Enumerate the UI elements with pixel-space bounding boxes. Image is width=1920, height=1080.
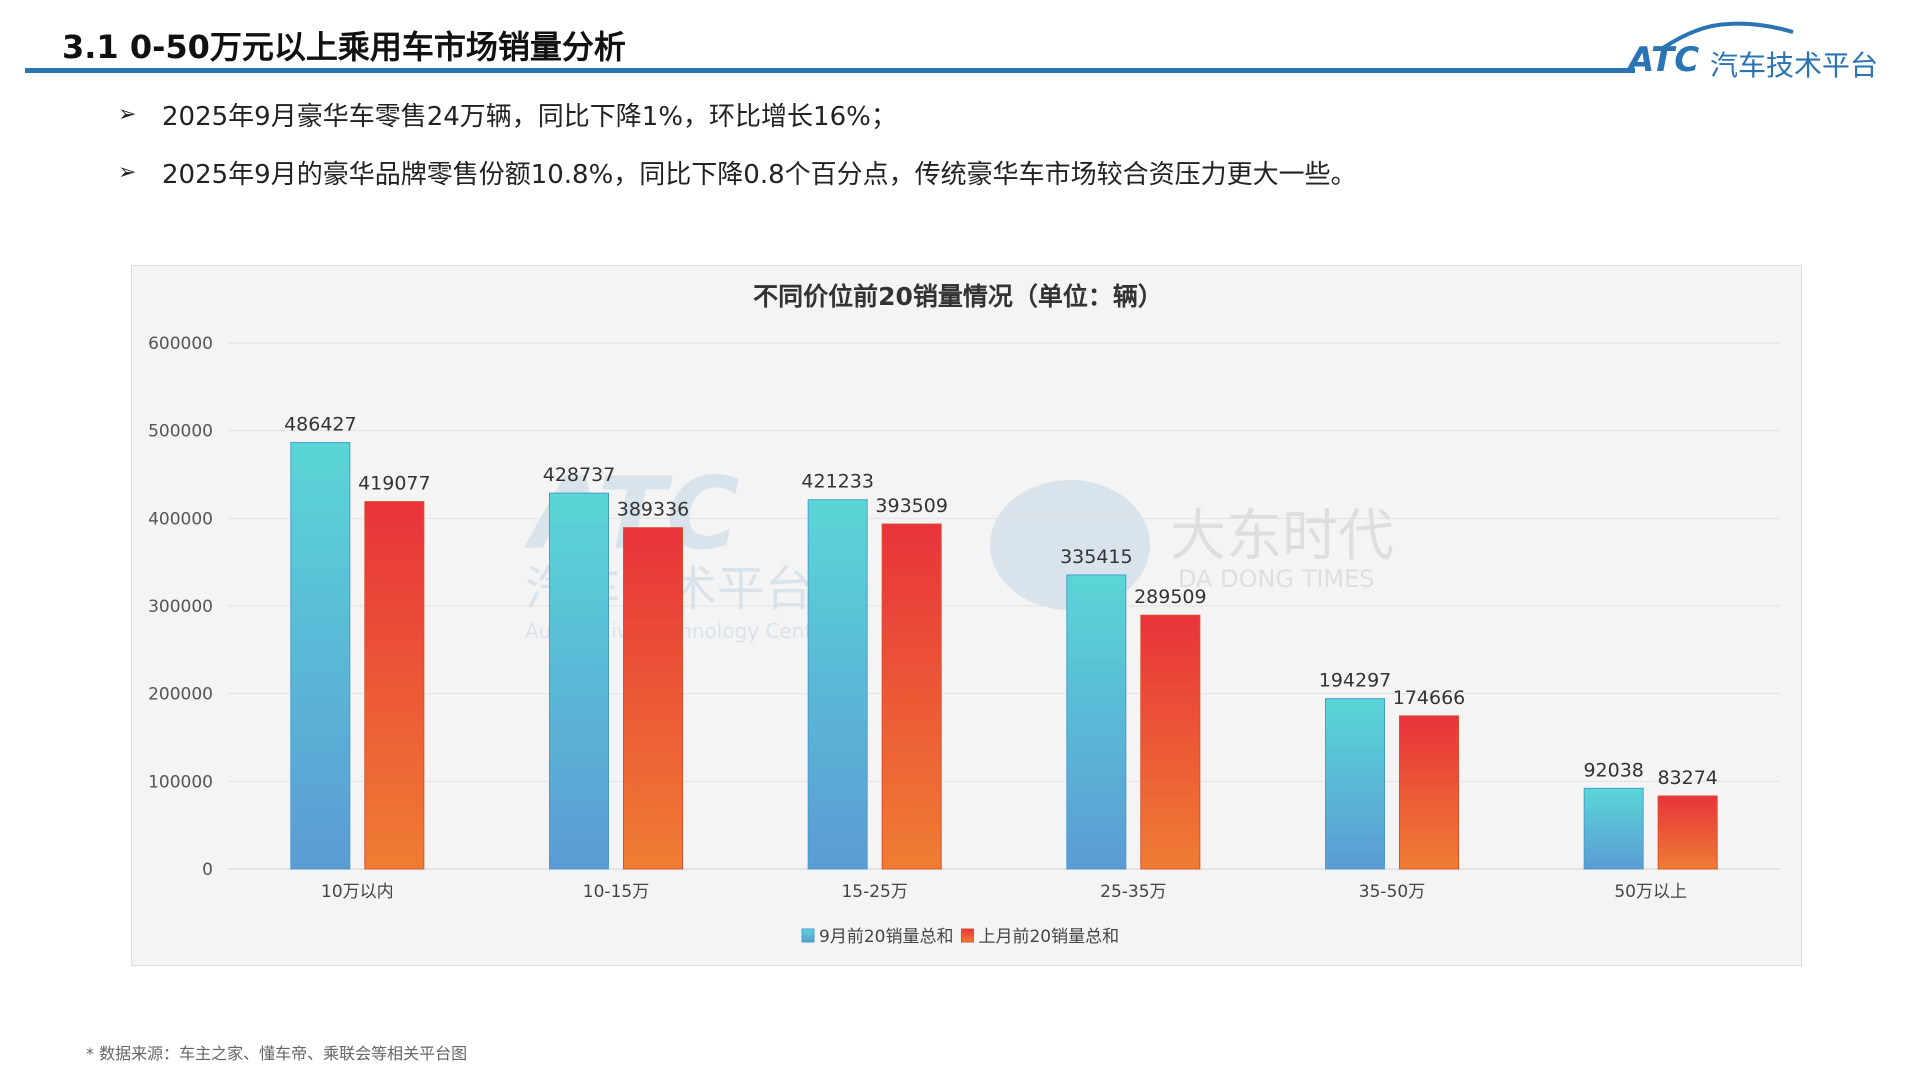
y-tick-label: 200000 xyxy=(148,685,213,705)
x-tick-label: 35-50万 xyxy=(1359,882,1425,902)
atc-logo: ATC 汽车技术平台 xyxy=(1628,20,1908,82)
data-label: 486427 xyxy=(284,414,357,436)
bullet-2: ➢ 2025年9月的豪华品牌零售份额10.8%，同比下降0.8个百分点，传统豪华车… xyxy=(118,154,1357,191)
bar-aug xyxy=(1399,715,1459,870)
data-label: 83274 xyxy=(1657,767,1717,789)
bullet-text: 2025年9月豪华车零售24万辆，同比下降1%，环比增长16%； xyxy=(162,102,897,132)
y-tick-label: 600000 xyxy=(148,334,213,354)
svg-text:DA DONG TIMES: DA DONG TIMES xyxy=(1178,565,1375,593)
bar-sep xyxy=(549,492,609,870)
bar-sep xyxy=(807,499,868,870)
bar-aug xyxy=(364,501,425,870)
y-tick-label: 0 xyxy=(202,860,213,880)
footnote: * 数据来源：车主之家、懂车帝、乘联会等相关平台图 xyxy=(86,1044,468,1063)
car-silhouette-icon xyxy=(1661,21,1794,50)
arrow-bullet-icon: ➢ xyxy=(118,160,137,185)
bar-aug xyxy=(881,523,942,870)
bullet-text: 2025年9月的豪华品牌零售份额10.8%，同比下降0.8个百分点，传统豪华车市… xyxy=(162,160,1357,190)
data-label: 389336 xyxy=(617,499,690,521)
y-tick-label: 100000 xyxy=(148,772,213,792)
data-label: 421233 xyxy=(801,471,874,493)
x-tick-label: 10万以内 xyxy=(321,882,394,902)
y-tick-label: 400000 xyxy=(148,509,213,529)
logo-cn: 汽车技术平台 xyxy=(1710,49,1879,82)
data-label: 92038 xyxy=(1583,759,1643,781)
x-tick-label: 10-15万 xyxy=(583,882,649,902)
data-label: 335415 xyxy=(1060,546,1133,568)
legend-swatch xyxy=(801,928,815,943)
legend-label: 9月前20销量总和 xyxy=(819,927,953,947)
svg-text:大东时代: 大东时代 xyxy=(1170,504,1394,569)
bar-aug xyxy=(623,527,683,870)
data-label: 289509 xyxy=(1134,586,1207,608)
data-label: 194297 xyxy=(1319,670,1392,692)
data-label: 174666 xyxy=(1393,687,1466,709)
x-tick-label: 25-35万 xyxy=(1100,882,1166,902)
bar-sep xyxy=(1066,574,1127,870)
legend-swatch xyxy=(960,928,974,943)
logo-atc: ATC xyxy=(1628,40,1700,80)
data-label: 419077 xyxy=(358,473,431,495)
bar-aug xyxy=(1140,614,1201,870)
title-divider xyxy=(25,68,1635,73)
chart-title: 不同价位前20销量情况（单位：辆） xyxy=(753,282,1163,311)
bar-aug xyxy=(1657,795,1718,870)
x-tick-label: 50万以上 xyxy=(1614,882,1687,902)
y-tick-label: 300000 xyxy=(148,597,213,617)
x-tick-label: 15-25万 xyxy=(841,882,907,902)
bar-sep xyxy=(290,442,351,870)
bar-sep xyxy=(1583,787,1644,870)
y-tick-label: 500000 xyxy=(148,422,213,442)
data-label: 393509 xyxy=(875,495,948,517)
legend-label: 上月前20销量总和 xyxy=(978,927,1119,947)
bar-sep xyxy=(1325,698,1385,870)
arrow-bullet-icon: ➢ xyxy=(118,102,137,127)
bullet-1: ➢ 2025年9月豪华车零售24万辆，同比下降1%，环比增长16%； xyxy=(118,96,897,133)
page-title: 3.1 0-50万元以上乘用车市场销量分析 xyxy=(62,28,626,66)
data-label: 428737 xyxy=(543,464,616,486)
